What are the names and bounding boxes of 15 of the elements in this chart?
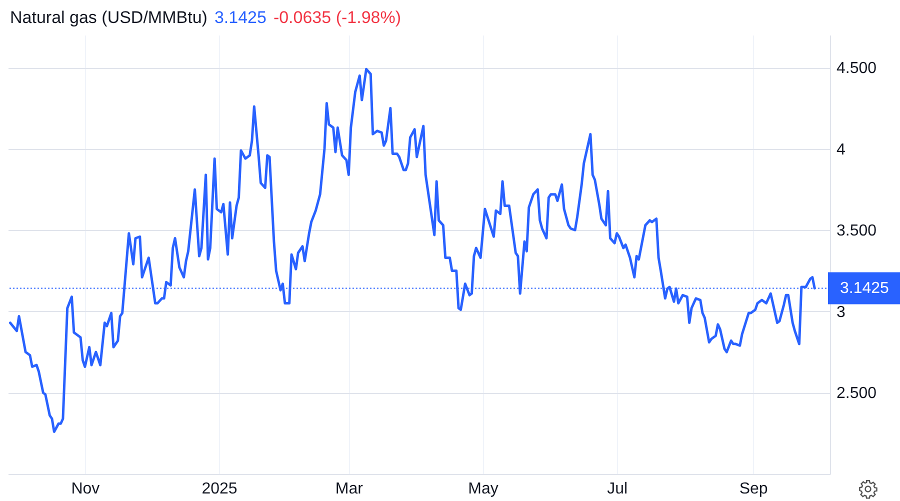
y-tick-label: 2.500 (836, 385, 877, 402)
x-tick-label: Sep (739, 480, 768, 498)
y-tick-label: 4 (836, 141, 846, 158)
x-tick-label: Mar (335, 480, 364, 498)
text: 3.1425 (214, 8, 266, 27)
x-tick-label: 2025 (202, 480, 238, 498)
chart-title: Natural gas (USD/MMBtu) (10, 8, 208, 27)
text: -0.0635 (-1.98%) (273, 8, 402, 27)
y-tick-label: 3 (836, 304, 846, 321)
y-tick-label: 3.500 (836, 222, 877, 240)
x-tick-label: May (468, 480, 498, 498)
x-tick-label: Jul (607, 480, 628, 498)
y-tick-label: 4.500 (836, 60, 877, 78)
x-tick-label: Nov (71, 480, 100, 498)
ref-line-label: 3.1425 (840, 280, 890, 298)
